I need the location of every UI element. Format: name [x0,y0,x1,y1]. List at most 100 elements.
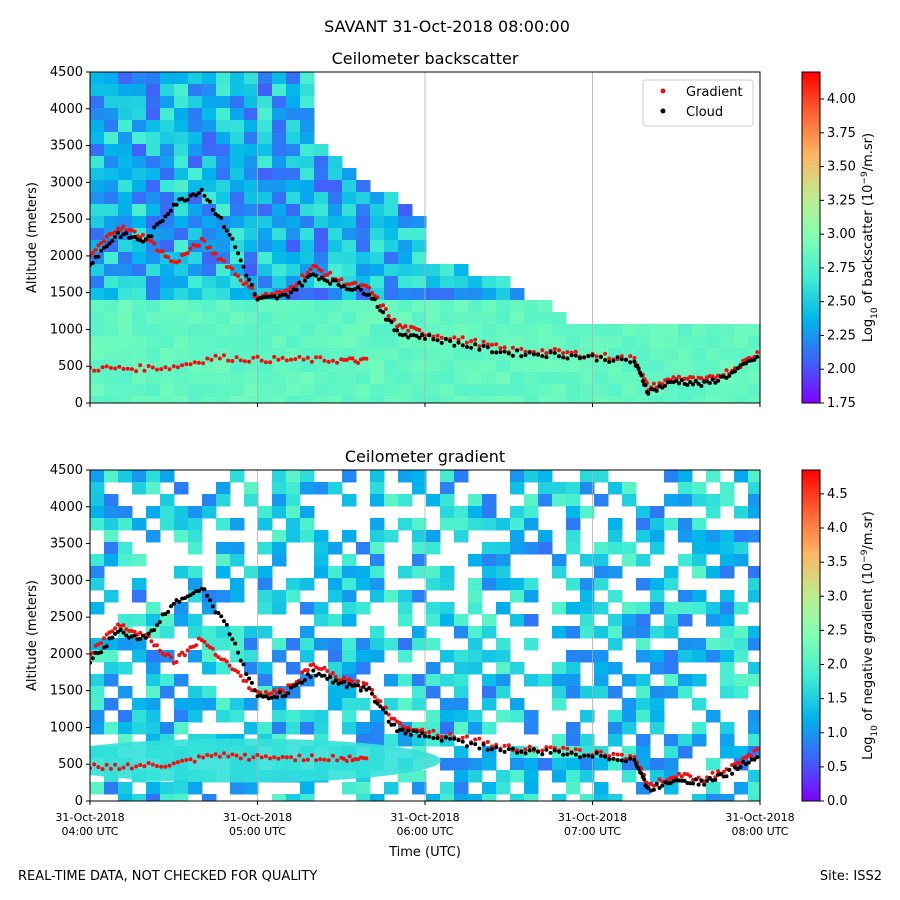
gradient-point [213,251,218,256]
gradient-point [677,374,681,379]
cloud-point [536,352,541,357]
cloud-point [420,333,425,338]
cloud-point [300,283,305,288]
gradient-point [386,712,391,717]
gradient-point [305,355,310,360]
colorbar-tick-label: 1.5 [827,692,848,707]
gradient-point [110,629,115,634]
gradient-point [177,653,182,658]
cloud-point [569,353,574,358]
x-tick-time: 04:00 UTC [61,825,118,838]
cloud-point [624,759,628,764]
cloud-point [427,333,432,338]
colorbar-tick-label: 2.25 [827,328,856,343]
gradient-point [319,268,324,273]
site-label: Site: ISS2 [819,869,882,884]
cloud-point [582,753,587,758]
gradient-point [113,626,118,631]
gradient-point [263,689,268,694]
cloud-point [230,236,235,241]
gradient-point [318,757,323,762]
cloud-point [141,633,145,638]
cloud-point [227,632,232,637]
cloud-point [744,361,748,366]
x-tick-time: 07:00 UTC [564,825,621,838]
gradient-point [155,643,159,648]
gradient-point [194,243,199,248]
gradient-point [506,743,511,748]
colorbar-label: Log10 of backscatter (10−9/m.sr) [860,133,880,342]
cloud-point [247,676,252,681]
gradient-point [314,758,319,763]
gradient-point [134,369,139,374]
cloud-point [498,350,503,355]
cloud-point [577,356,582,361]
cloud-point [375,305,380,309]
cloud-point [227,232,232,237]
cloud-point [185,197,190,202]
gradient-point [192,759,197,764]
cloud-point [557,749,561,754]
cloud-point [573,752,578,757]
cloud-point [420,730,425,735]
cloud-point [460,739,465,744]
gradient-panel: Ceilometer gradient 0 500 1000 1500 2000 2500 3… [25,447,880,860]
gradient-point [222,353,226,358]
gradient-point [263,360,268,365]
gradient-point [378,699,383,704]
cloud-point [582,355,587,360]
gradient-point [632,356,637,360]
gradient-point [166,255,171,260]
gradient-point [305,757,310,762]
cloud-point [452,343,457,348]
gradient-point [163,764,168,769]
gradient-point [519,346,524,351]
gradient-point [121,623,126,628]
gradient-point [665,777,670,782]
colorbar-tick-label: 2.00 [827,362,856,377]
y-tick-label: 1500 [50,684,83,699]
cloud-point [417,336,422,340]
y-tick-label: 3500 [50,537,83,552]
gradient-point [104,632,109,637]
cloud-point [90,656,95,661]
x-tick-time: 05:00 UTC [229,825,286,838]
gradient-point [561,351,566,356]
gradient-point [142,764,147,769]
cloud-point [275,296,279,301]
cloud-point [552,748,557,753]
cloud-point [654,388,659,393]
cloud-point [99,650,104,655]
cloud-point [544,355,549,360]
gradient-legend-marker [660,88,666,94]
gradient-point [284,358,289,363]
gradient-point [163,365,168,370]
gradient-point [199,236,204,241]
cloud-point [166,211,171,216]
colorbar-tick-label: 0.5 [827,760,848,775]
cloud-point [322,673,327,678]
cloud-point [573,353,578,358]
cloud-point [375,701,380,706]
gradient-point [301,758,306,763]
cloud-point [417,734,422,739]
cloud-point [330,278,335,283]
gradient-point [318,355,323,360]
cloud-point [741,759,746,764]
cloud-point [590,353,595,358]
cloud-point [224,622,229,627]
cloud-point [194,589,199,593]
gradient-point [406,328,411,333]
cloud-point [498,748,503,753]
gradient-point [420,727,425,732]
gradient-point [289,357,293,362]
gradient-point [174,660,179,664]
gradient-point [132,229,137,234]
gradient-point [335,758,340,763]
gradient-point [325,272,330,277]
cloud-point [238,258,243,263]
gradient-point [226,754,231,759]
gradient-point [238,756,243,761]
gradient-point [403,324,408,329]
cloud-point [660,783,665,788]
